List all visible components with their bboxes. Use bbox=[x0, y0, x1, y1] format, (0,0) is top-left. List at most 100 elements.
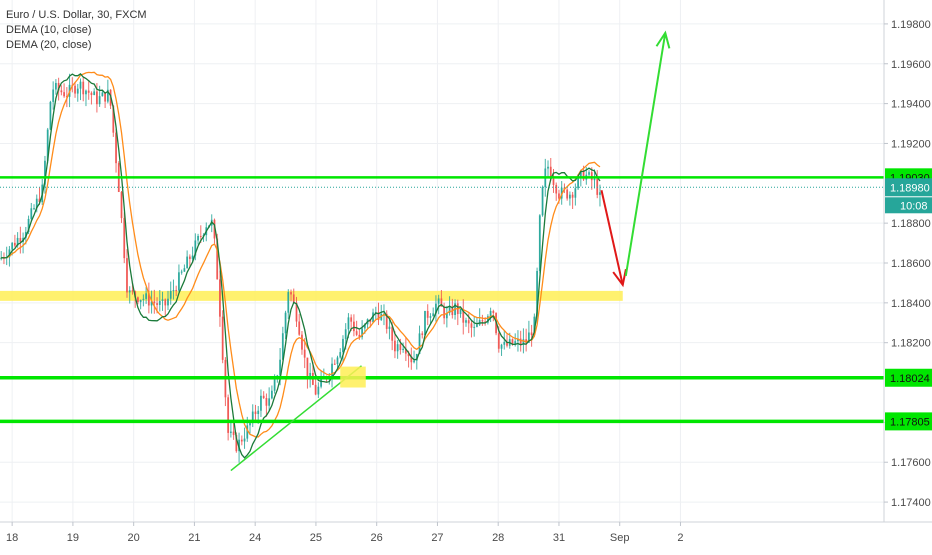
candle-body bbox=[353, 321, 355, 332]
dema-20-line bbox=[1, 71, 601, 438]
candle-body bbox=[11, 242, 14, 250]
candle-body bbox=[104, 92, 107, 102]
candle-body bbox=[514, 341, 517, 345]
candle-body bbox=[93, 91, 96, 96]
indicator-dema-10[interactable]: DEMA (10, close) bbox=[6, 24, 92, 36]
candle-body bbox=[197, 235, 199, 241]
candle-body bbox=[33, 208, 35, 210]
candle-body bbox=[309, 372, 312, 379]
candle-body bbox=[593, 178, 596, 181]
indicator-dema-20[interactable]: DEMA (20, close) bbox=[6, 39, 92, 51]
symbol-title[interactable]: Euro / U.S. Dollar, 30, FXCM bbox=[6, 9, 147, 21]
time-axis[interactable]: 18 19 20 21 24 25 26 27 28 31 Sep 2 bbox=[6, 522, 684, 544]
candle-body bbox=[413, 360, 415, 363]
candle-body bbox=[448, 306, 451, 313]
candle-body bbox=[533, 316, 536, 336]
candle-body bbox=[229, 431, 232, 433]
y-tick-label: 1.19800 bbox=[891, 19, 931, 31]
candle-body bbox=[489, 310, 492, 317]
candle-body bbox=[473, 326, 476, 328]
arrow-down-shaft bbox=[600, 190, 624, 286]
y-tick-label: 1.17600 bbox=[891, 457, 931, 469]
candle-body bbox=[131, 290, 134, 292]
candle-body bbox=[150, 301, 153, 306]
y-tick-label: 1.18800 bbox=[891, 218, 931, 230]
candle-body bbox=[426, 310, 429, 318]
support-zone bbox=[0, 290, 623, 301]
candle-body bbox=[65, 96, 68, 98]
candle-body bbox=[568, 194, 571, 199]
candle-body bbox=[49, 101, 52, 130]
candle-body bbox=[265, 397, 268, 406]
candle-body bbox=[481, 320, 484, 322]
candle-body bbox=[284, 312, 287, 334]
candle-body bbox=[432, 313, 435, 317]
candle-body bbox=[333, 363, 336, 365]
candle-body bbox=[120, 192, 123, 219]
current-price-badge-label: 1.18980 bbox=[890, 182, 930, 194]
candle-body bbox=[549, 166, 552, 179]
candle-body bbox=[301, 334, 303, 350]
candle-body bbox=[355, 331, 358, 335]
candle-body bbox=[251, 411, 254, 424]
candle-body bbox=[525, 339, 528, 343]
candle-body bbox=[538, 215, 541, 271]
candle-body bbox=[579, 170, 582, 177]
candle-body bbox=[363, 324, 366, 329]
candle-body bbox=[347, 317, 350, 330]
candle-body bbox=[437, 298, 440, 304]
candle-body bbox=[339, 352, 342, 358]
candle-body bbox=[385, 313, 388, 329]
dema-10-line bbox=[1, 73, 601, 459]
candle-body bbox=[199, 235, 202, 237]
candle-body bbox=[249, 423, 251, 426]
candle-body bbox=[511, 339, 514, 345]
x-tick-label: 28 bbox=[492, 532, 504, 544]
x-tick-label: 31 bbox=[553, 532, 565, 544]
grid-layer bbox=[0, 0, 884, 522]
candle-body bbox=[410, 356, 413, 363]
candle-body bbox=[574, 188, 577, 198]
indicator-layer bbox=[1, 71, 601, 459]
candle-body bbox=[404, 348, 407, 354]
level-price-badge bbox=[885, 412, 932, 431]
candle-body bbox=[232, 431, 235, 435]
candle-body bbox=[358, 334, 361, 338]
candle-body bbox=[566, 189, 569, 199]
candle-body bbox=[52, 89, 55, 102]
candle-body bbox=[246, 425, 249, 439]
x-tick-label: Sep bbox=[610, 532, 630, 544]
candle-body bbox=[35, 198, 38, 209]
candle-body bbox=[254, 411, 257, 415]
candle-body bbox=[260, 395, 262, 411]
candle-body bbox=[216, 238, 219, 280]
candle-body bbox=[128, 290, 131, 293]
candle-body bbox=[279, 359, 281, 376]
candle-body bbox=[350, 317, 353, 322]
candle-body bbox=[145, 293, 148, 299]
candle-body bbox=[582, 170, 585, 180]
candle-body bbox=[13, 242, 16, 246]
candle-body bbox=[500, 344, 503, 349]
candle-body bbox=[402, 348, 405, 350]
candle-body bbox=[536, 270, 538, 317]
candle-body bbox=[547, 166, 549, 169]
candle-body bbox=[558, 193, 560, 199]
candle-body bbox=[552, 178, 555, 185]
candle-body bbox=[396, 344, 399, 352]
candle-body bbox=[394, 340, 396, 352]
highlight-box bbox=[340, 366, 366, 388]
candle-body bbox=[101, 92, 104, 97]
candle-body bbox=[492, 310, 495, 314]
candle-body bbox=[418, 333, 421, 354]
candle-body bbox=[257, 410, 260, 415]
candle-body bbox=[0, 257, 3, 260]
y-tick-label: 1.19600 bbox=[891, 59, 931, 71]
candle-body bbox=[331, 363, 333, 377]
candle-body bbox=[519, 338, 522, 345]
x-tick-label: 27 bbox=[431, 532, 443, 544]
candle-body bbox=[158, 300, 161, 305]
level-layer bbox=[0, 176, 884, 424]
